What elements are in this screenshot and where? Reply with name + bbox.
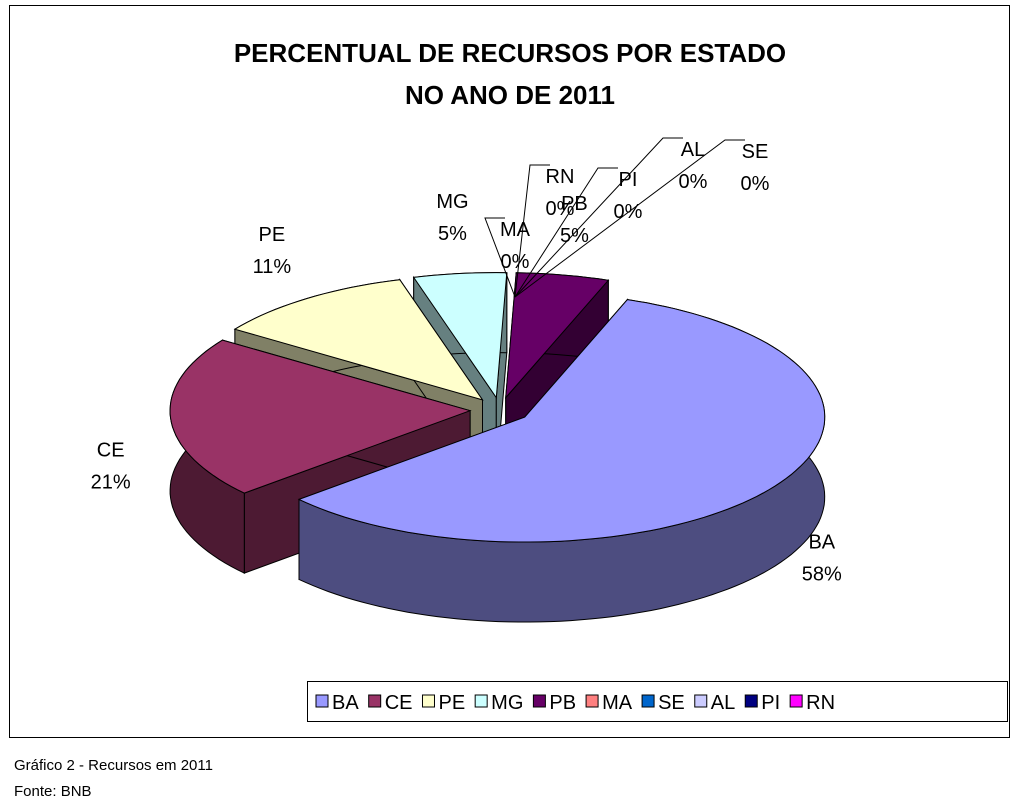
legend-swatch xyxy=(694,694,708,708)
legend-swatch xyxy=(421,694,435,708)
data-label: 11% xyxy=(253,256,292,278)
slice-tops xyxy=(169,272,826,543)
legend-label: PB xyxy=(549,692,576,714)
caption: Gráfico 2 - Recursos em 2011 xyxy=(14,757,213,774)
legend-label: CE xyxy=(385,692,413,714)
legend-swatch xyxy=(641,694,655,708)
data-label: PI xyxy=(619,169,638,191)
legend-label: MA xyxy=(602,692,633,714)
legend-label: PI xyxy=(761,692,780,714)
legend-label: SE xyxy=(658,692,685,714)
data-label: BA xyxy=(808,531,835,553)
legend-label: MG xyxy=(491,692,523,714)
data-label: MA xyxy=(500,219,531,241)
slice xyxy=(233,279,484,401)
slice xyxy=(412,272,508,400)
data-label: MG xyxy=(436,191,468,213)
leader-line xyxy=(484,217,516,298)
data-label: 21% xyxy=(91,472,131,494)
legend-swatch xyxy=(368,694,382,708)
legend-swatch xyxy=(474,694,488,708)
legend-swatch xyxy=(532,694,546,708)
data-label: 58% xyxy=(802,563,842,585)
data-label: SE xyxy=(742,141,769,163)
legend-swatch xyxy=(789,694,803,708)
legend-swatch xyxy=(744,694,758,708)
data-label: RN xyxy=(546,166,575,188)
leader-line xyxy=(514,164,550,298)
leader-line xyxy=(514,167,618,298)
chart-title: PERCENTUAL DE RECURSOS POR ESTADO xyxy=(234,38,786,68)
data-label: 0% xyxy=(546,198,575,220)
slice xyxy=(297,299,826,543)
leader-line xyxy=(514,137,683,298)
legend: BA CE PE MG PB MA SE AL PI RN xyxy=(307,681,1008,722)
data-label: 0% xyxy=(614,201,643,223)
data-label: 0% xyxy=(679,171,708,193)
legend-label: BA xyxy=(332,692,359,714)
legend-swatch xyxy=(315,694,329,708)
data-label: 0% xyxy=(501,251,530,273)
legend-swatch xyxy=(585,694,599,708)
slice xyxy=(505,272,610,400)
data-label: AL xyxy=(681,139,705,161)
data-label: CE xyxy=(97,440,125,462)
chart-title: NO ANO DE 2011 xyxy=(405,80,615,110)
data-label: 0% xyxy=(741,173,770,195)
caption: Fonte: BNB xyxy=(14,783,92,800)
legend-label: RN xyxy=(806,692,835,714)
slice xyxy=(169,339,472,494)
legend-label: AL xyxy=(711,692,735,714)
data-label: PE xyxy=(259,224,286,246)
legend-label: PE xyxy=(438,692,465,714)
data-label: 5% xyxy=(438,223,467,245)
leader-line xyxy=(514,139,745,298)
